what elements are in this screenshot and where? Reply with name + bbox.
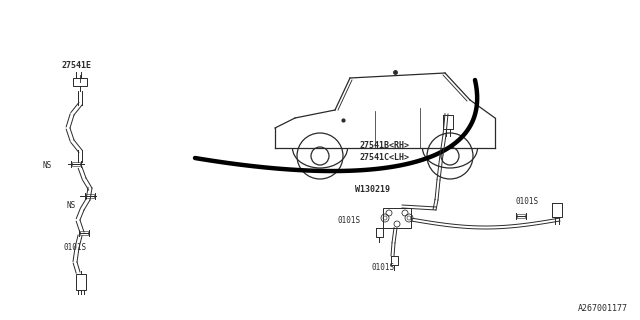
Text: A267001177: A267001177 [578,304,628,313]
Text: 27541B<RH>: 27541B<RH> [360,141,410,150]
Bar [76,274,86,290]
Text: 27541C<LH>: 27541C<LH> [360,153,410,162]
Bar [73,78,87,86]
Bar [383,208,411,228]
Text: 0101S: 0101S [372,263,395,272]
Text: 0101S: 0101S [337,216,360,225]
Text: 0101S: 0101S [64,243,87,252]
Bar [72,162,80,166]
Text: NS: NS [43,161,52,170]
Text: 27541E: 27541E [62,61,92,70]
Text: W130219: W130219 [355,185,390,194]
Text: 0101S: 0101S [516,197,539,206]
Bar [517,214,525,218]
Bar [80,231,88,235]
Bar [86,194,94,198]
Text: NS: NS [67,201,76,210]
